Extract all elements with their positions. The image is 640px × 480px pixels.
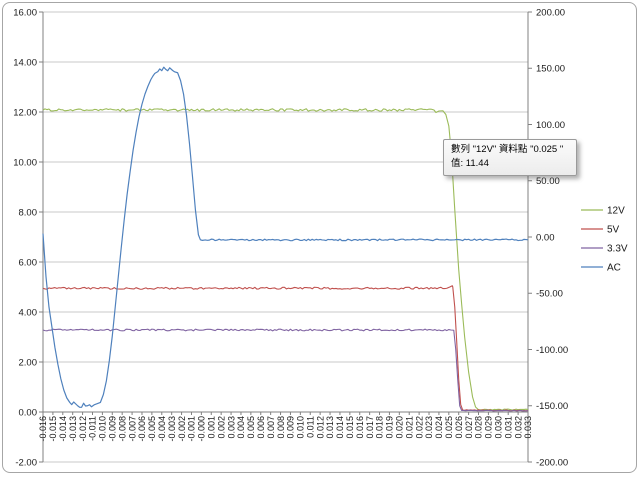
y-right-tick-label: -150.00 [536,401,568,412]
x-tick-label: -0.001 [187,416,197,442]
x-tick-label: 0.010 [296,416,306,439]
x-tick-label: -0.010 [98,416,108,442]
x-tick-label: 0.031 [503,416,513,439]
x-tick-label: -0.006 [137,416,147,442]
x-tick-label: 0.023 [424,416,434,439]
x-tick-label: 0.008 [276,416,286,439]
x-tick-label: 0.004 [236,416,246,439]
data-series-lines[interactable] [42,66,529,412]
x-tick-label: -0.008 [117,416,127,442]
chart-tooltip: 數列 "12V" 資料點 "0.025 " 值: 11.44 [443,139,577,176]
x-tick-label: -0.005 [147,416,157,442]
legend-item-5v[interactable]: 5V [581,224,620,235]
x-tick-label: 0.001 [206,416,216,439]
x-tick-label: 0.003 [226,416,236,439]
y-left-tick-label: 10.00 [13,157,37,168]
x-tick-label: -0.002 [177,416,187,442]
x-tick-label: -0.014 [58,416,68,442]
y-left-tick-label: 8.00 [19,207,38,218]
series-3-3v-line[interactable] [42,328,529,412]
y-right-tick-label: 100.00 [536,120,565,131]
legend-label: AC [607,262,621,273]
y-left-tick-label: 12.00 [13,107,37,118]
x-tick-label: -0.007 [127,416,137,442]
x-tick-label: -0.003 [167,416,177,442]
tooltip-value-line: 值: 11.44 [451,157,489,169]
x-tick-label: 0.028 [474,416,484,439]
y-right-tick-label: -100.00 [536,345,568,356]
x-tick-label: 0.029 [484,416,494,439]
legend[interactable]: 12V 5V 3.3V AC [581,205,628,273]
x-tick-label: -0.013 [68,416,78,442]
x-tick-label: 0.026 [454,416,464,439]
y-axis-left-tick-labels: 16.00 14.00 12.00 10.00 8.00 6.00 4.00 2.00 0.00… [13,7,37,468]
x-tick-label: 0.015 [345,416,355,439]
x-tick-label: -0.012 [78,416,88,442]
x-tick-label: 0.018 [375,416,385,439]
x-axis-tick-labels: -0.016 -0.015 -0.014 -0.013 -0.012 -0.011 -0.0… [38,416,533,442]
x-tick-label: 0.025 [444,416,454,439]
x-tick-label: 0.014 [335,416,345,439]
y-left-tick-label: 4.00 [19,307,38,318]
legend-item-12v[interactable]: 12V [581,205,625,216]
x-tick-label: -0.004 [157,416,167,442]
series-ac-line[interactable] [42,66,529,408]
axis-lines-and-ticks [39,11,532,463]
x-tick-label: 0.002 [216,416,226,439]
x-tick-label: -0.015 [48,416,58,442]
legend-item-ac[interactable]: AC [581,262,621,273]
x-tick-label: 0.011 [305,416,315,438]
x-tick-label: 0.022 [414,416,424,439]
y-left-tick-label: 0.00 [19,407,38,418]
legend-label: 5V [607,224,620,235]
y-right-tick-label: -200.00 [536,457,568,468]
y-left-tick-label: 14.00 [13,57,37,68]
x-tick-label: -0.009 [107,416,117,442]
gridlines [43,11,528,463]
x-tick-label: -0.016 [38,416,48,442]
x-tick-label: 0.021 [404,416,414,439]
x-tick-label: 0.013 [325,416,335,439]
y-right-tick-label: 200.00 [536,7,565,18]
x-tick-label: -0.000 [197,416,207,442]
x-tick-label: 0.032 [513,416,523,439]
x-tick-label: 0.030 [494,416,504,439]
series-12v-line[interactable] [42,108,529,411]
y-left-tick-label: 6.00 [19,257,38,268]
x-tick-label: 0.020 [395,416,405,439]
x-tick-label: -0.011 [88,416,98,441]
x-tick-label: 0.033 [523,416,533,439]
x-tick-label: 0.019 [385,416,395,439]
legend-label: 3.3V [607,243,628,254]
y-right-tick-label: 0.00 [536,232,555,243]
legend-item-3-3v[interactable]: 3.3V [581,243,628,254]
x-tick-label: 0.007 [266,416,276,439]
x-tick-label: 0.016 [355,416,365,439]
y-left-tick-label: 16.00 [13,7,37,18]
x-tick-label: 0.012 [315,416,325,439]
x-tick-label: 0.005 [246,416,256,439]
y-right-tick-label: -50.00 [536,289,563,300]
series-5v-line[interactable] [42,285,529,412]
legend-label: 12V [607,205,625,216]
y-axis-right-tick-labels: 200.00 150.00 100.00 50.00 0.00 -50.00 -100.00… [536,7,568,468]
x-tick-label: 0.017 [365,416,375,439]
x-tick-label: 0.027 [464,416,474,439]
y-right-tick-label: 150.00 [536,64,565,75]
x-tick-label: 0.006 [256,416,266,439]
x-tick-label: 0.009 [286,416,296,439]
y-left-tick-label: -2.00 [15,457,37,468]
y-right-tick-label: 50.00 [536,176,560,187]
tooltip-series-point-line: 數列 "12V" 資料點 "0.025 " [451,144,564,155]
y-left-tick-label: 2.00 [19,357,38,368]
x-tick-label: 0.024 [434,416,444,439]
